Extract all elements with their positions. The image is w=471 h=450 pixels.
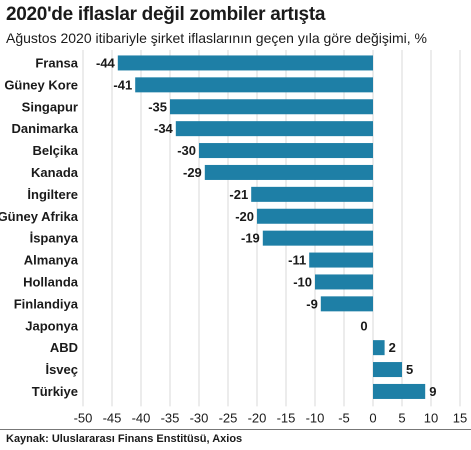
bar xyxy=(373,383,426,399)
source-note: Kaynak: Uluslararası Finans Enstitüsü, A… xyxy=(6,433,243,445)
x-tick-label: -50 xyxy=(74,410,93,425)
x-tick-label: 10 xyxy=(424,410,438,425)
data-label: 0 xyxy=(360,318,367,333)
data-label: -19 xyxy=(241,231,260,246)
category-label: Belçika xyxy=(32,143,78,158)
data-label: -44 xyxy=(96,55,116,70)
x-tick-label: -10 xyxy=(306,410,325,425)
category-label: İspanya xyxy=(30,231,79,246)
x-tick-label: -15 xyxy=(277,410,296,425)
bar xyxy=(175,121,373,137)
category-label: Japonya xyxy=(25,318,79,333)
category-label: ABD xyxy=(50,340,78,355)
category-label: Finlandiya xyxy=(14,296,79,311)
data-label: -10 xyxy=(293,274,312,289)
bar xyxy=(309,252,373,268)
bar xyxy=(199,143,373,159)
bar-chart: -50 -45 -40 -35 -30 -25 -20 -15 -10 -5 0 5 10 15Frans… xyxy=(0,50,467,425)
source-divider xyxy=(0,429,471,430)
x-tick-label: -20 xyxy=(248,410,267,425)
bar xyxy=(117,55,373,71)
data-label: 5 xyxy=(406,362,413,377)
bar xyxy=(204,164,373,180)
category-label: Hollanda xyxy=(23,274,79,289)
data-label: 2 xyxy=(389,340,396,355)
x-tick-label: -35 xyxy=(161,410,180,425)
data-label: -29 xyxy=(183,165,202,180)
bar xyxy=(315,274,373,290)
data-label: -35 xyxy=(148,99,167,114)
x-tick-label: -5 xyxy=(338,410,350,425)
bar xyxy=(257,208,373,224)
data-label: -11 xyxy=(288,253,306,268)
chart-subtitle: Ağustos 2020 itibariyle şirket iflasları… xyxy=(6,30,427,46)
category-label: Danimarka xyxy=(12,121,79,136)
data-label: -34 xyxy=(154,121,174,136)
x-tick-label: 15 xyxy=(453,410,467,425)
x-tick-label: -40 xyxy=(132,410,151,425)
bar xyxy=(170,99,373,115)
x-tick-label: -25 xyxy=(219,410,238,425)
category-label: Kanada xyxy=(31,165,79,180)
x-tick-label: 5 xyxy=(398,410,405,425)
bar xyxy=(251,186,373,202)
data-label: 9 xyxy=(429,384,436,399)
data-label: -20 xyxy=(235,209,254,224)
bar xyxy=(373,362,402,378)
category-label: Güney Afrika xyxy=(0,209,79,224)
chart-title: 2020'de iflaslar değil zombiler artışta xyxy=(6,4,326,25)
bar xyxy=(135,77,373,93)
bar xyxy=(320,296,373,312)
data-label: -41 xyxy=(113,77,132,92)
category-label: Singapur xyxy=(22,99,78,114)
category-label: Türkiye xyxy=(32,384,78,399)
data-label: -21 xyxy=(229,187,248,202)
data-label: -30 xyxy=(177,143,196,158)
category-label: İngiltere xyxy=(27,187,78,202)
bar xyxy=(373,340,385,356)
bar xyxy=(262,230,373,246)
category-label: Güney Kore xyxy=(4,77,78,92)
category-label: Fransa xyxy=(35,55,78,70)
category-label: İsveç xyxy=(45,362,78,377)
category-label: Almanya xyxy=(24,253,79,268)
x-tick-label: 0 xyxy=(369,410,376,425)
data-label: -9 xyxy=(306,296,318,311)
x-tick-label: -30 xyxy=(190,410,209,425)
x-tick-label: -45 xyxy=(103,410,122,425)
